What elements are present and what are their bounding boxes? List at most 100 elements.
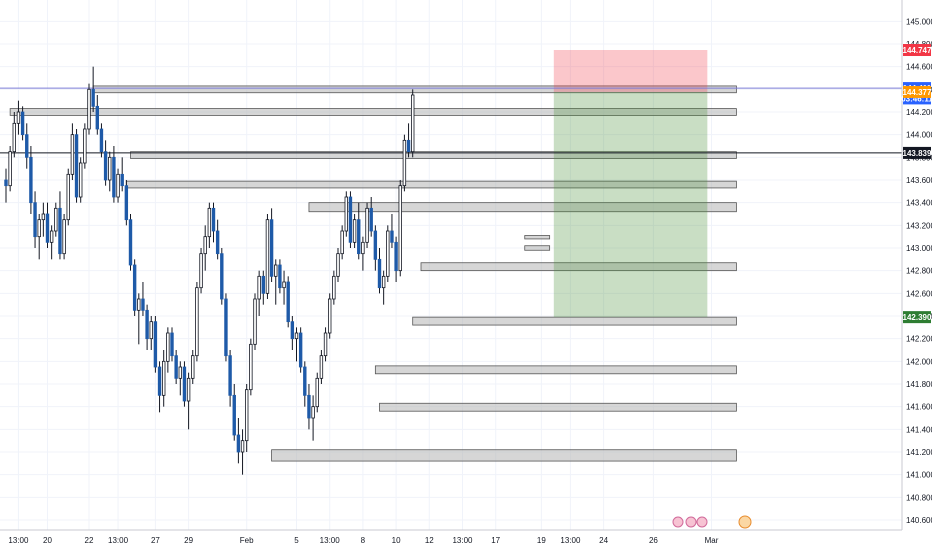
candle-body [298, 332, 303, 368]
price-tick-label: 140.800 [906, 493, 932, 502]
candle-body [249, 343, 253, 391]
candle-body [116, 173, 120, 198]
event-marker-icon[interactable] [696, 516, 708, 528]
zone-box[interactable] [271, 449, 737, 462]
candle-body [199, 253, 203, 289]
candle-body [137, 298, 141, 311]
time-axis[interactable]: 13:00 20 22 13:00 27 29 Feb 5 13:00 8 10 12 13:00 17 1… [8, 536, 718, 545]
time-tick-label: 27 [151, 536, 160, 545]
candle-body [128, 219, 133, 266]
time-tick-label: 20 [43, 536, 52, 545]
time-tick-label: 5 [294, 536, 299, 545]
candle-body [386, 230, 390, 277]
candle-body [174, 355, 178, 379]
event-marker-icon[interactable] [672, 516, 684, 528]
candle-body [20, 111, 25, 136]
candle-body [182, 366, 187, 402]
candle-body [278, 264, 282, 289]
price-tick-label: 142.200 [906, 335, 932, 344]
candle-body [132, 264, 137, 311]
price-tick-label: 144.000 [906, 131, 932, 140]
price-tick-label: 143.600 [906, 176, 932, 185]
zone-box[interactable] [130, 151, 737, 159]
candle-body [191, 355, 195, 379]
price-tick-label: 141.200 [906, 448, 932, 457]
candle-body [99, 128, 104, 153]
horizontal-lines[interactable] [0, 87, 902, 154]
candle-body [153, 321, 158, 368]
price-tick-label: 143.000 [906, 244, 932, 253]
candle-body [91, 88, 95, 107]
candle-body [340, 230, 344, 255]
candle-body [29, 156, 33, 204]
event-markers[interactable] [672, 515, 752, 529]
price-tag-label: 142.390 [903, 313, 932, 322]
price-tag-label: 143.839 [903, 149, 932, 158]
event-marker-icon[interactable] [685, 516, 697, 528]
candle-body [58, 207, 62, 255]
candle-body [253, 298, 257, 345]
zone-box[interactable] [412, 316, 737, 326]
candle-body [41, 213, 46, 221]
zone-box[interactable] [308, 202, 737, 213]
candle-body [332, 275, 336, 300]
candle-body [108, 156, 112, 181]
candle-body [87, 88, 91, 130]
candle-body [203, 236, 207, 255]
candle-body [323, 332, 328, 357]
price-tag-box [903, 44, 931, 57]
event-marker-icon[interactable] [738, 515, 752, 529]
price-tick-label: 143.400 [906, 199, 932, 208]
candle-body [381, 275, 386, 289]
price-tick-label: 141.400 [906, 425, 932, 434]
candle-body [369, 207, 373, 232]
candle-body [327, 298, 332, 334]
candle-body [410, 94, 415, 153]
candle-body [95, 105, 99, 130]
price-tick-label: 141.600 [906, 403, 932, 412]
candle-body [398, 185, 402, 272]
candle-body [195, 287, 199, 357]
price-tick-label: 142.800 [906, 267, 932, 276]
candle-body [394, 241, 398, 272]
price-tick-label: 144.200 [906, 108, 932, 117]
candle-body [207, 207, 212, 238]
candle-body [25, 134, 29, 158]
price-tick-label: 143.200 [906, 221, 932, 230]
candle-body [344, 196, 348, 232]
candle-body [37, 219, 41, 238]
candle-body [361, 241, 365, 255]
zone-boxes[interactable] [9, 85, 737, 462]
candle-body [157, 366, 162, 396]
candle-body [244, 389, 249, 442]
price-tags: 144.747144.41103:46:11144.377143.839142.… [901, 44, 932, 324]
candle-body [224, 298, 228, 357]
zone-box[interactable] [524, 235, 551, 240]
candle-body [62, 219, 66, 255]
price-tick-label: 142.000 [906, 357, 932, 366]
candle-body [12, 122, 16, 153]
price-tag-box [903, 146, 931, 159]
candle-body [161, 360, 166, 396]
candle-body [79, 162, 83, 198]
take-profit-zone[interactable] [553, 91, 708, 318]
stop-loss-zone[interactable] [553, 50, 708, 92]
candle-body [269, 219, 274, 277]
zone-box[interactable] [420, 262, 737, 272]
short-position-tool[interactable] [553, 50, 708, 318]
candle-body [282, 281, 286, 289]
zone-box[interactable] [9, 108, 737, 116]
candle-body [103, 151, 108, 181]
candle-body [33, 202, 37, 238]
candle-body [286, 281, 290, 323]
candle-body [240, 440, 245, 453]
time-tick-label: 13:00 [320, 536, 341, 545]
candle-body [220, 253, 224, 300]
zone-box[interactable] [374, 365, 737, 375]
zone-box[interactable] [524, 245, 551, 251]
time-tick-label: 17 [491, 536, 500, 545]
time-tick-label: Mar [705, 536, 719, 545]
zone-box[interactable] [379, 402, 737, 412]
